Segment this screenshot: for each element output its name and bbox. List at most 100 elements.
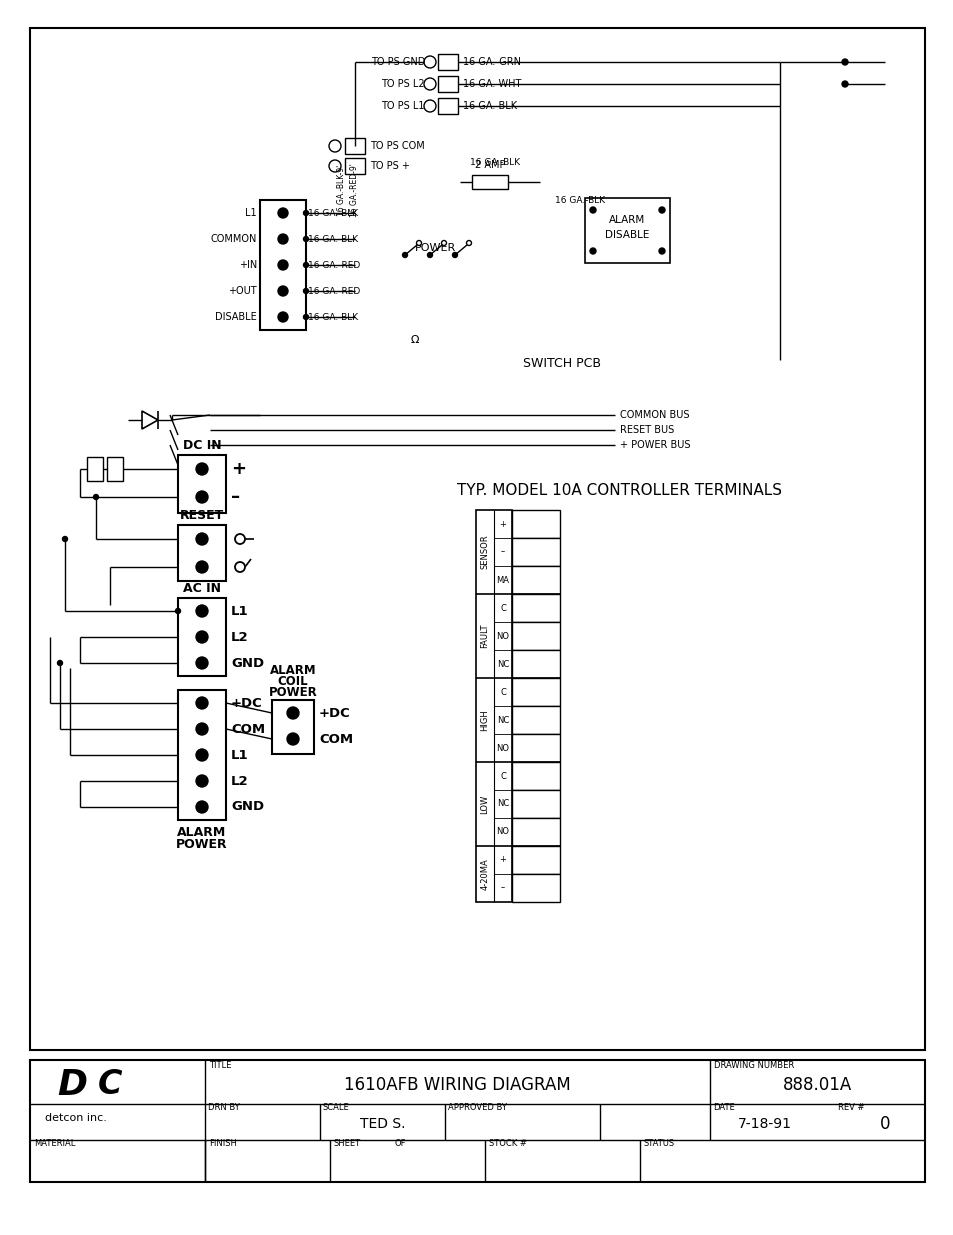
Text: RESET: RESET [180, 509, 224, 521]
Text: DRAWING NUMBER: DRAWING NUMBER [713, 1061, 794, 1070]
Bar [107, 457, 123, 480]
Circle shape [402, 252, 407, 258]
Text: SCALE: SCALE [323, 1104, 350, 1113]
Text: 16 GA.-GRN: 16 GA.-GRN [462, 57, 520, 67]
Circle shape [659, 248, 664, 254]
Text: L1: L1 [231, 604, 249, 618]
Text: RESET BUS: RESET BUS [619, 425, 674, 435]
Text: REV #: REV # [837, 1104, 863, 1113]
Text: AC IN: AC IN [183, 582, 221, 594]
Bar [584, 198, 669, 263]
Text: C: C [499, 772, 505, 781]
Text: 2 AMP: 2 AMP [475, 161, 505, 170]
Bar [437, 98, 457, 114]
Circle shape [452, 252, 457, 258]
Text: L1: L1 [245, 207, 256, 219]
Text: TITLE: TITLE [209, 1061, 232, 1070]
Text: DISABLE: DISABLE [215, 312, 256, 322]
Text: FAULT: FAULT [480, 624, 489, 648]
Bar [476, 510, 512, 902]
Text: COMMON: COMMON [211, 233, 256, 245]
Circle shape [234, 534, 245, 543]
Circle shape [277, 287, 288, 296]
Circle shape [195, 657, 208, 669]
Circle shape [195, 776, 208, 787]
Text: L2: L2 [231, 631, 249, 643]
Bar [512, 706, 559, 734]
Text: NO: NO [496, 631, 509, 641]
Text: GND: GND [231, 657, 264, 669]
Text: 4-20MA: 4-20MA [480, 858, 489, 890]
Text: DATE: DATE [712, 1104, 734, 1113]
Circle shape [441, 241, 446, 246]
Circle shape [589, 248, 596, 254]
Circle shape [57, 661, 63, 666]
Circle shape [195, 631, 208, 643]
Text: TED S.: TED S. [359, 1116, 405, 1131]
Circle shape [466, 241, 471, 246]
Text: –: – [500, 547, 504, 557]
Bar [437, 77, 457, 91]
Circle shape [303, 315, 308, 320]
Circle shape [195, 697, 208, 709]
Text: D: D [57, 1068, 87, 1102]
Bar [30, 1060, 924, 1182]
Text: Ω: Ω [411, 335, 418, 345]
Text: 16 GA.-BLK: 16 GA.-BLK [308, 312, 357, 321]
Circle shape [195, 534, 208, 545]
Text: NC: NC [497, 659, 509, 668]
Text: COM: COM [318, 732, 353, 746]
Text: +DC: +DC [318, 706, 351, 720]
Circle shape [303, 289, 308, 294]
Bar [345, 158, 365, 174]
Text: C: C [499, 604, 505, 613]
Text: TO PS +: TO PS + [370, 161, 410, 170]
Bar [512, 790, 559, 818]
Text: MATERIAL: MATERIAL [34, 1140, 75, 1149]
Bar [178, 454, 226, 513]
Text: 888.01A: 888.01A [782, 1076, 851, 1094]
Circle shape [63, 536, 68, 541]
Text: SWITCH PCB: SWITCH PCB [523, 357, 601, 369]
Circle shape [423, 56, 436, 68]
Circle shape [416, 241, 421, 246]
Text: C: C [97, 1068, 122, 1102]
Circle shape [329, 161, 340, 172]
Text: TO PS L2: TO PS L2 [381, 79, 424, 89]
Bar [178, 525, 226, 580]
Circle shape [277, 207, 288, 219]
Text: ALARM: ALARM [609, 215, 645, 225]
Bar [512, 538, 559, 566]
Bar [512, 510, 559, 538]
Bar [512, 566, 559, 594]
Text: ALARM: ALARM [177, 825, 227, 839]
Circle shape [277, 261, 288, 270]
Text: STATUS: STATUS [643, 1140, 675, 1149]
Bar [345, 138, 365, 154]
Text: 16 GA.-BLK: 16 GA.-BLK [462, 101, 517, 111]
Circle shape [195, 605, 208, 618]
Circle shape [234, 562, 245, 572]
Text: POWER: POWER [269, 685, 317, 699]
Circle shape [659, 207, 664, 212]
Text: 16 GA.-BLK: 16 GA.-BLK [308, 235, 357, 243]
Circle shape [303, 210, 308, 215]
Circle shape [195, 561, 208, 573]
Text: C: C [499, 688, 505, 697]
Circle shape [277, 233, 288, 245]
Circle shape [329, 140, 340, 152]
Bar [512, 818, 559, 846]
Text: +: + [499, 520, 506, 529]
Circle shape [423, 78, 436, 90]
Text: NC: NC [497, 715, 509, 725]
Bar [512, 622, 559, 650]
Bar [512, 650, 559, 678]
Text: 16 GA.-RED: 16 GA.-RED [308, 287, 360, 295]
Text: 7-18-91: 7-18-91 [738, 1116, 791, 1131]
Circle shape [195, 463, 208, 475]
Bar [355, 161, 769, 375]
Text: +DC: +DC [231, 697, 262, 709]
Text: COMMON BUS: COMMON BUS [619, 410, 689, 420]
Text: +: + [499, 856, 506, 864]
Text: 16 GA.-BLK-9': 16 GA.-BLK-9' [337, 164, 346, 216]
